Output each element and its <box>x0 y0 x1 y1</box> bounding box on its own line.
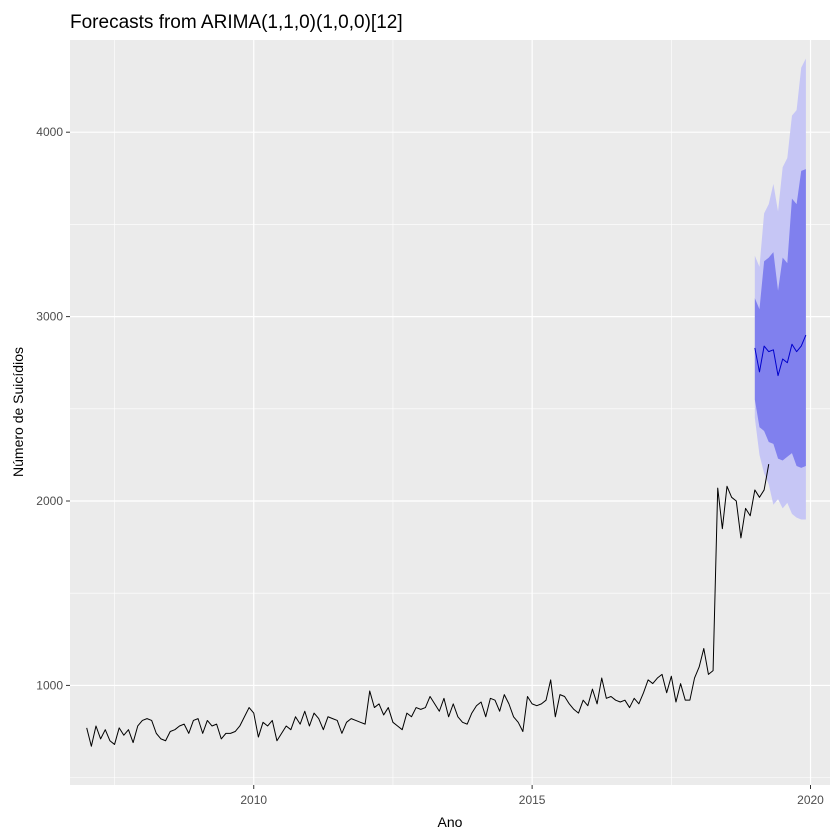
series-lines <box>86 334 807 747</box>
x-tick-label: 2010 <box>240 793 267 807</box>
history-line <box>86 464 770 747</box>
plot-area <box>70 40 830 785</box>
prediction-band-80 <box>754 169 806 468</box>
y-axis-ticks: 1000 2000 3000 4000 <box>36 125 70 692</box>
grid-minor <box>70 40 830 785</box>
grid-major <box>70 40 830 785</box>
chart-title: Forecasts from ARIMA(1,1,0)(1,0,0)[12] <box>70 12 403 33</box>
y-tick-label: 1000 <box>36 678 63 692</box>
x-axis-ticks: 2010 2015 2020 <box>240 785 824 807</box>
forecast-line <box>754 334 807 377</box>
y-tick-label: 2000 <box>36 494 63 508</box>
forecast-bands <box>754 58 806 520</box>
y-tick-label: 3000 <box>36 310 63 324</box>
x-axis-title: Ano <box>438 814 463 830</box>
x-tick-label: 2020 <box>797 793 824 807</box>
plot-panel <box>70 40 830 785</box>
x-tick-label: 2015 <box>519 793 546 807</box>
y-tick-label: 4000 <box>36 125 63 139</box>
y-axis-title: Número de Suicídios <box>10 347 26 477</box>
